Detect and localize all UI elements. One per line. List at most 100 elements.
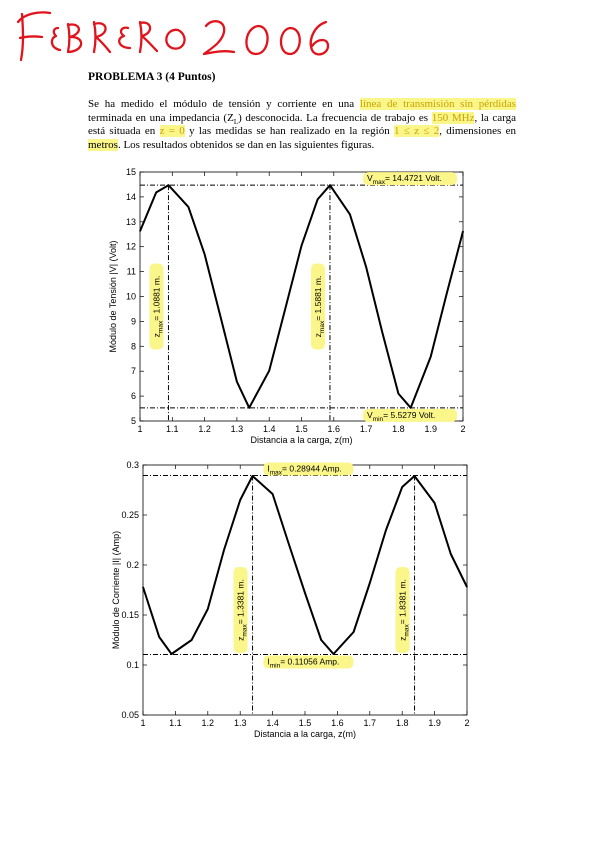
x-tick-label: 1.8 <box>392 424 405 434</box>
data-point <box>248 407 250 409</box>
x-tick-label: 2 <box>464 718 469 728</box>
data-point <box>284 307 286 309</box>
data-point <box>204 253 206 255</box>
data-point <box>369 582 371 584</box>
problem-statement: Se ha medido el módulo de tensión y corr… <box>88 98 516 152</box>
data-point <box>239 499 241 501</box>
data-point <box>155 191 157 194</box>
voltage-chart: 1 1.1 1.2 1.3 1.4 1.5 1.6 1.7 1.8 1.9 2 5 6 7 8 9 10 11 12… <box>108 167 466 445</box>
x-tick-label: 1.3 <box>231 424 244 434</box>
zmax-label-highlight <box>233 567 248 653</box>
data-point <box>450 553 452 555</box>
y-tick-label: 12 <box>126 242 136 252</box>
y-tick-label: 9 <box>131 316 136 326</box>
y-tick-label: 15 <box>126 167 136 177</box>
data-point <box>353 631 355 633</box>
y-tick-label: 11 <box>127 267 136 277</box>
x-tick-label: 1.4 <box>263 424 276 434</box>
y-tick-label: 8 <box>131 341 136 351</box>
data-point <box>317 198 319 200</box>
data-point <box>300 245 303 247</box>
highlight-frequency: 150 MHz <box>431 111 475 124</box>
data-point <box>397 393 399 395</box>
zmax-label-highlight <box>395 567 410 653</box>
min-value-label: Imin= 0.11056 Amp. <box>267 656 339 669</box>
x-tick-label: 1.2 <box>202 718 215 728</box>
data-point <box>191 639 193 641</box>
x-tick-label: 1.9 <box>424 424 437 434</box>
data-point <box>304 592 306 594</box>
x-tick-label: 1.8 <box>396 718 409 728</box>
highlight-load-position: z = 0 <box>159 125 185 138</box>
y-tick-label: 0.15 <box>121 610 139 620</box>
handwritten-heading <box>16 11 330 62</box>
zmax-label-highlight <box>149 263 164 350</box>
x-tick-label: 1.5 <box>295 424 308 434</box>
y-tick-label: 6 <box>131 391 136 401</box>
x-tick-label: 2 <box>460 424 465 434</box>
y-tick-label: 7 <box>131 366 136 376</box>
data-point <box>268 370 270 372</box>
data-point <box>349 213 351 215</box>
statement-text: Se ha medido el módulo de tensión y corr… <box>88 98 360 110</box>
x-tick-label: 1.7 <box>360 424 373 434</box>
y-tick-label: 0.05 <box>121 710 139 720</box>
x-tick-label: 1.7 <box>364 718 377 728</box>
y-tick-label: 0.25 <box>121 510 139 520</box>
zmax-value-label: zmax= 1.3381 m. <box>236 579 249 641</box>
data-point <box>220 317 222 319</box>
data-point <box>272 493 274 495</box>
y-tick-label: 0.3 <box>126 460 139 470</box>
statement-text: , la carga está situada en <box>88 111 516 138</box>
zmax-value-label: zmax= 1.5881 m. <box>313 276 326 338</box>
x-tick-label: 1.1 <box>169 718 182 728</box>
current-chart: 1 1.1 1.2 1.3 1.4 1.5 1.6 1.7 1.8 1.9 2 0.05 0.1 0.15… <box>111 460 470 739</box>
y-tick-label: 0.2 <box>126 560 139 570</box>
x-axis-label: Distancia a la carga, z(m) <box>250 435 352 445</box>
data-point <box>381 331 383 333</box>
data-point <box>434 502 436 504</box>
y-axis-label: Módulo de Tensión |V| (Volt) <box>108 240 118 352</box>
y-tick-label: 10 <box>126 292 136 302</box>
data-point <box>139 230 141 232</box>
data-point <box>158 636 160 638</box>
x-tick-label: 1.5 <box>299 718 312 728</box>
data-point <box>401 486 403 488</box>
zmax-value-label: zmax= 1.8381 m. <box>398 579 411 641</box>
x-tick-label: 1.9 <box>428 718 441 728</box>
data-point <box>223 549 225 551</box>
highlight-line: línea de transmisión sin pérdidas <box>359 98 516 110</box>
y-tick-label: 14 <box>126 192 136 202</box>
zmax-value-label: zmax= 1.0881 m. <box>151 276 164 338</box>
x-tick-label: 1.1 <box>166 424 179 434</box>
y-tick-label: 5 <box>131 416 136 426</box>
data-point <box>466 586 468 588</box>
data-point <box>462 230 464 232</box>
x-tick-label: 1.6 <box>331 718 344 728</box>
y-tick-label: 13 <box>126 217 136 227</box>
highlight-units: metros <box>88 138 118 151</box>
data-point <box>365 266 367 268</box>
data-point <box>236 381 238 383</box>
max-label-highlight <box>363 172 457 186</box>
x-tick-label: 1 <box>137 424 142 434</box>
max-value-label: Imax= 0.28944 Amp. <box>267 464 341 477</box>
x-tick-label: 1 <box>140 718 145 728</box>
data-point <box>385 529 387 531</box>
min-value-label: Vmin= 5.5279 Volt. <box>367 410 435 423</box>
statement-text: . Los resultados obtenidos se dan en las… <box>117 138 375 151</box>
data-point <box>170 653 173 655</box>
data-point <box>142 586 144 588</box>
data-point <box>430 356 432 358</box>
max-value-label: Vmax= 14.4721 Volt. <box>367 173 442 186</box>
data-line <box>139 184 464 409</box>
min-label-highlight <box>363 408 457 422</box>
statement-text: , dimensiones en <box>439 125 516 138</box>
y-axis-label: Módulo de Corriente |I| (Amp) <box>111 531 121 649</box>
y-tick-label: 0.1 <box>126 660 139 670</box>
highlight-region: 1 ≤ z ≤ 2 <box>394 125 440 138</box>
x-tick-label: 1.4 <box>266 718 279 728</box>
data-line <box>142 475 468 655</box>
min-label-highlight <box>263 655 354 669</box>
problem-title: PROBLEMA 3 (4 Puntos) <box>88 71 216 83</box>
